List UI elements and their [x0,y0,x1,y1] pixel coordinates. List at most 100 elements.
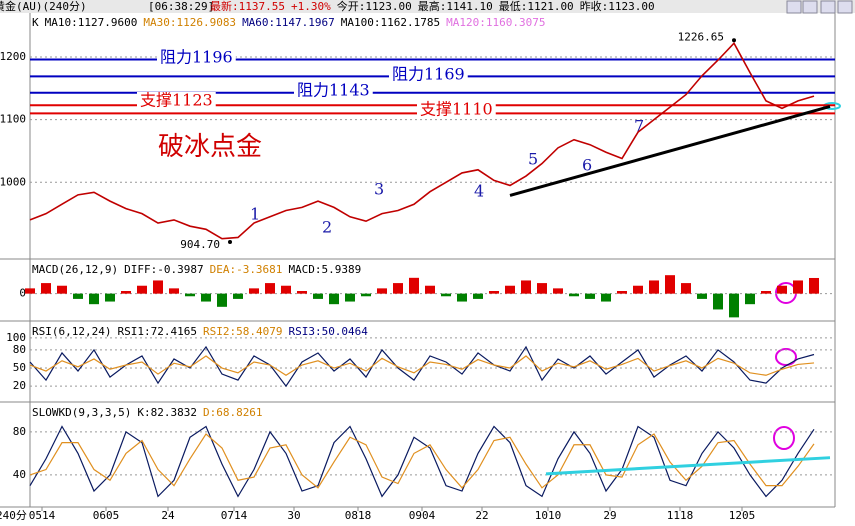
window-buttons [786,0,853,14]
legend-entry: MA10:1127.9600 [45,16,138,29]
legend-entry: MA60:1147.1967 [242,16,335,29]
legend-entry: K:82.3832 [137,406,197,419]
y-tick-label: 40 [13,468,26,481]
level-label-bg [389,66,468,84]
x-tick-label: 1118 [667,509,694,522]
x-tick-label: 0818 [345,509,372,522]
level-label: 阻力1196 [160,48,233,67]
histogram-bar [89,293,99,305]
histogram-bar [249,288,259,294]
histogram-bar [521,280,531,294]
y-tick-label: 0 [19,287,26,300]
legend-entry: RSI(6,12,24) [32,325,111,338]
histogram-bar [697,293,707,299]
histogram-bar [281,285,291,294]
histogram-bar [377,288,387,294]
extreme-point [732,38,736,43]
y-tick-label: 80 [13,343,26,356]
x-tick-label: 0514 [29,509,56,522]
level-label-bg [137,92,216,110]
time: [06:38:29] [148,0,214,13]
histogram-bar [233,293,243,299]
x-tick-label: 1010 [535,509,562,522]
trend-line [545,456,831,476]
histogram-bar [185,293,195,297]
histogram-bar [473,293,483,299]
histogram-bar [553,288,563,294]
histogram-bar [537,283,547,294]
quote-field: 昨收:1123.00 [580,0,655,13]
histogram-bar [265,283,275,294]
histogram-bar [345,293,355,302]
histogram-bar [25,288,35,294]
button[interactable] [820,0,836,14]
histogram-bar [569,293,579,297]
level-label-bg [417,101,496,119]
wave-label: 3 [374,180,384,199]
y-tick-label: 100 [6,331,26,344]
histogram-bar [617,291,627,294]
histogram-bar [57,285,67,294]
histogram-bar [633,285,643,294]
wave-label: 7 [634,117,644,136]
legend-entry: MACD:5.9389 [288,263,361,276]
legend-entry: RSI2:58.4079 [203,325,282,338]
wave-label: 5 [528,150,538,169]
x-tick-label: 0714 [221,509,248,522]
button[interactable] [837,0,853,14]
x-axis-label: 240分 [0,509,27,522]
histogram-bar [809,277,819,294]
histogram-bar [441,293,451,297]
wave-label: 1 [250,205,260,224]
legend-entry: D:68.8261 [203,406,263,419]
legend-entry: MA100:1162.1785 [341,16,440,29]
legend-entry: RSI3:50.0464 [288,325,368,338]
y-tick-label: 80 [13,425,26,438]
series-line [29,425,815,498]
histogram-bar [105,293,115,302]
histogram-bar [201,293,211,302]
quote-field: 今开:1123.00 [337,0,412,13]
histogram-bar [665,275,675,294]
histogram-bar [329,293,339,305]
extreme-label: 1226.65 [678,30,724,43]
x-tick-label: 29 [603,509,616,522]
quote-field: 最高:1141.10 [418,0,493,13]
legend-entry: DEA:-3.3681 [210,263,283,276]
wave-label: 4 [474,182,484,201]
status-bar [0,0,855,13]
histogram-bar [361,293,371,297]
level-label: 支撑1123 [140,91,213,110]
histogram-bar [729,293,739,318]
quote-field: +1.30% [291,0,331,13]
histogram-bar [761,291,771,294]
histogram-bar [649,280,659,294]
histogram-bar [169,288,179,294]
legend-entry: MACD(26,12,9) [32,263,118,276]
level-label-bg [294,82,373,100]
histogram-bar [313,293,323,299]
trend-line [509,105,831,197]
histogram-bar [409,277,419,294]
extreme-point [228,240,232,245]
histogram-bar [713,293,723,310]
y-tick-label: 20 [13,379,26,392]
quote-field: 最新:1137.55 [210,0,285,13]
x-tick-label: 30 [287,509,300,522]
legend-entry: MA30:1126.9083 [143,16,236,29]
series-line [29,41,815,240]
histogram-bar [793,280,803,294]
level-label-bg [157,49,236,67]
button[interactable] [802,0,818,14]
level-label: 阻力1143 [297,81,370,100]
button[interactable] [786,0,802,14]
x-tick-label: 1205 [729,509,756,522]
x-tick-label: 24 [161,509,175,522]
y-tick-label: 50 [13,361,26,374]
histogram-bar [777,285,787,294]
wave-label: 6 [582,156,592,175]
histogram-bar [41,283,51,294]
highlight-circle [775,348,797,366]
histogram-bar [153,280,163,294]
